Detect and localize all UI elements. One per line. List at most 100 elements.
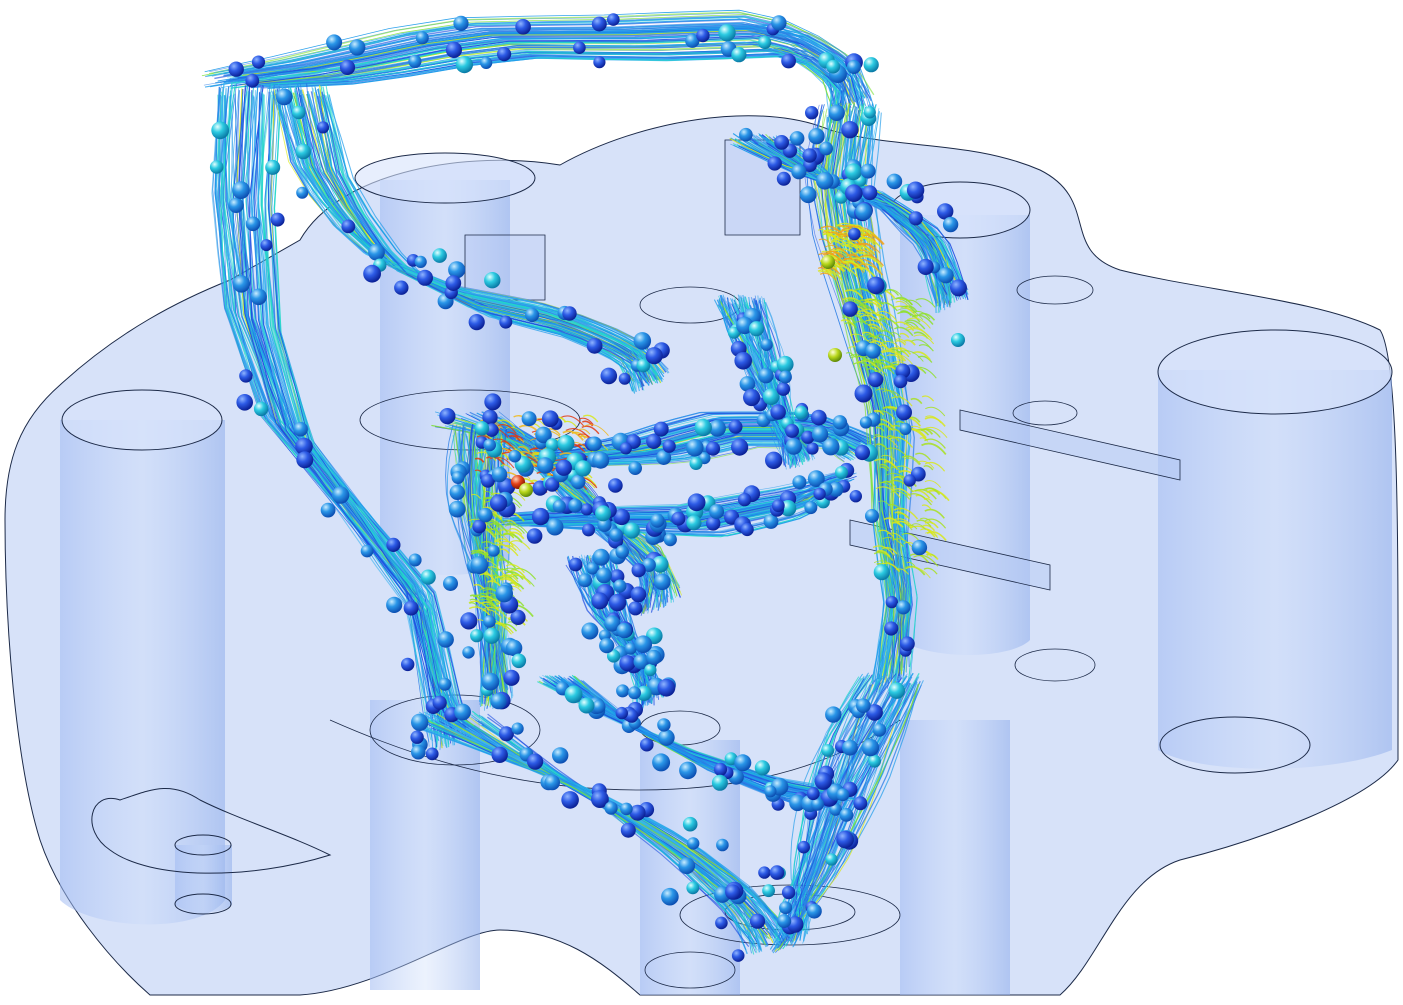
particle [578,573,592,588]
particle [854,444,871,461]
particle [754,760,771,776]
particle [483,627,500,644]
hot-streamline [873,551,894,562]
particle [841,121,859,139]
particle [320,502,336,518]
particle [245,73,260,88]
hot-streamline [849,333,871,344]
particle [855,203,873,221]
particle [628,686,641,700]
particle [616,684,630,698]
hot-streamline [504,524,525,534]
particle [615,545,629,559]
particle [481,672,500,691]
hot-streamline [880,454,897,463]
hot-streamline [924,461,946,472]
particle [658,729,675,746]
particle [394,280,409,295]
hot-streamline [867,323,882,331]
hot-streamline [857,255,883,268]
particle [828,348,842,362]
particle [633,654,649,670]
particle [445,275,462,291]
streamline [792,686,898,948]
hot-streamline [904,319,926,330]
particle [846,60,861,74]
hot-streamline [470,551,495,563]
hot-streamline [512,435,524,441]
particle [618,372,631,385]
hot-streamline [895,300,910,308]
particle [505,639,523,657]
hot-streamline [875,443,888,450]
hot-streamline [909,525,936,538]
hot-streamline [876,549,891,558]
particle [863,106,876,119]
hot-streamline [505,426,525,436]
particle [686,439,704,457]
particle [623,522,640,539]
particle [791,164,807,180]
particle [211,121,230,140]
particle [651,555,669,573]
particle [678,857,696,875]
particle [411,744,426,760]
hot-streamline [864,308,877,315]
particle [415,31,429,45]
hot-streamline [856,360,882,373]
right-column [1158,370,1392,769]
particle [604,615,621,632]
particle [865,343,881,359]
particle [903,474,916,487]
hot-streamline [817,268,843,281]
particle [491,466,508,483]
hot-streamline [819,270,834,278]
particle [209,160,224,174]
particle [646,433,662,449]
particle [541,410,559,428]
particle [519,483,533,497]
particle [503,669,520,686]
hot-streamline [867,335,888,345]
hot-streamline [873,435,899,448]
hot-streamline [582,414,599,423]
particle [906,181,925,199]
particle [531,507,550,526]
particle [339,59,356,75]
particle [580,503,593,516]
hot-streamline [842,316,855,323]
particle [557,434,575,452]
particle [895,363,911,379]
particle [468,314,485,331]
particle [859,416,873,429]
hot-streamline [830,240,845,248]
hot-streamline [500,464,513,470]
hot-streamline [911,523,926,530]
particle [807,470,825,487]
particle [546,518,564,536]
particle [671,511,686,526]
hot-streamline [837,222,864,235]
particle [586,337,603,354]
particle [487,544,500,557]
hot-streamline [905,326,930,338]
particle [653,573,671,591]
particle [232,181,250,200]
particle [866,704,883,721]
streamline [758,301,787,467]
particle [836,830,854,849]
particle [819,141,833,156]
right-column-bottom [1159,716,1311,774]
streamline [217,26,861,106]
particle [908,211,923,226]
particle [483,438,497,452]
streamline [306,94,654,385]
particle [679,761,697,780]
hot-streamline [925,518,947,529]
particle [573,41,586,54]
hot-streamline [863,300,882,311]
hot-streamline [509,569,526,578]
particle [845,184,863,202]
hot-streamline [480,598,493,605]
